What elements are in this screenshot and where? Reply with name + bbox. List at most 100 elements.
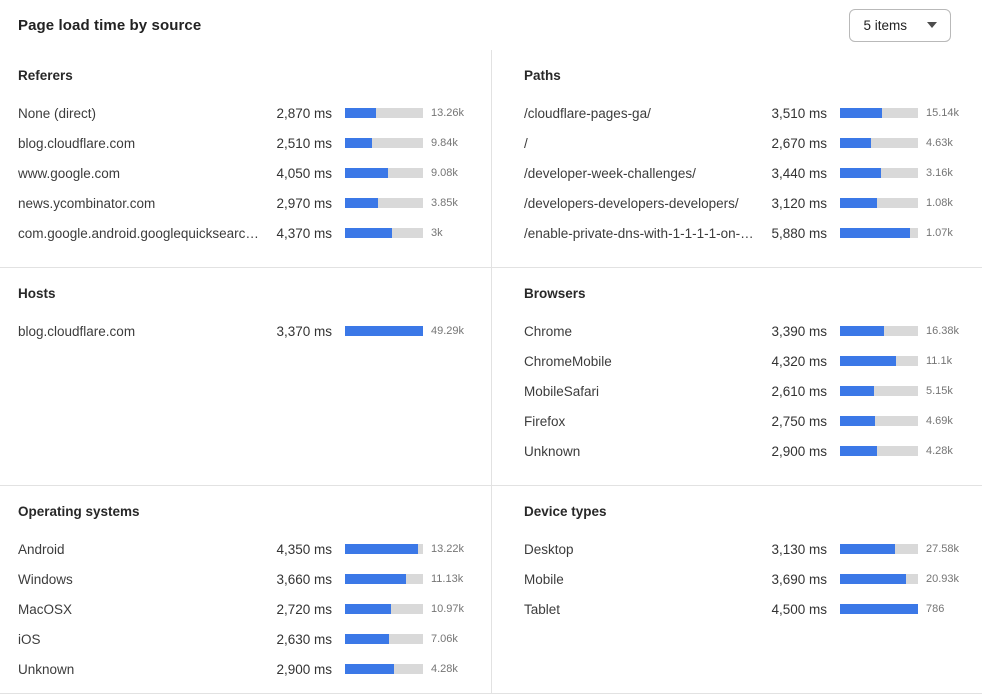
metric-row[interactable]: Mobile 3,690 ms 20.93k: [524, 564, 970, 594]
metric-label: iOS: [18, 631, 41, 647]
metric-bar-track: [840, 138, 918, 148]
metric-value: 3,390 ms: [771, 323, 827, 339]
metric-bar-track: [345, 544, 423, 554]
metric-label: /developers-developers-developers/: [524, 195, 739, 211]
metric-bar-fill: [840, 198, 878, 208]
metric-count: 13.22k: [431, 543, 465, 555]
metric-count: 4.63k: [926, 137, 953, 149]
metric-bar-fill: [840, 386, 874, 396]
panel-title-paths: Paths: [524, 68, 561, 83]
metric-bar-fill: [840, 168, 882, 178]
metric-bar-fill: [840, 604, 918, 614]
metric-row[interactable]: /developer-week-challenges/3,440 ms 3.16k: [524, 158, 970, 188]
metric-row[interactable]: Tablet 4,500 ms 786: [524, 594, 970, 624]
metric-row[interactable]: None (direct) 2,870 ms 13.26k: [18, 98, 475, 128]
panel-hosts: Hosts blog.cloudflare.com 3,370 ms 49.29k: [0, 267, 491, 485]
metric-value: 3,510 ms: [771, 105, 827, 121]
metric-count: 3.16k: [926, 167, 953, 179]
metric-bar-track: [345, 664, 423, 674]
metric-value: 2,900 ms: [276, 661, 332, 677]
metric-label: None (direct): [18, 105, 97, 121]
metric-bar-fill: [840, 326, 885, 336]
metric-row[interactable]: Chrome 3,390 ms 16.38k: [524, 316, 970, 346]
metric-row[interactable]: Desktop 3,130 ms 27.58k: [524, 534, 970, 564]
metric-bar-track: [840, 326, 918, 336]
metric-row[interactable]: blog.cloudflare.com 2,510 ms 9.84k: [18, 128, 475, 158]
metric-row[interactable]: com.google.android.googlequicksearc… 4,37…: [18, 218, 475, 248]
metric-value: 3,660 ms: [276, 571, 332, 587]
panel-title-browsers: Browsers: [524, 286, 586, 301]
metric-bar-fill: [345, 108, 377, 118]
metric-bar-fill: [840, 356, 897, 366]
metric-row[interactable]: / 2,670 ms 4.63k: [524, 128, 970, 158]
metric-value: 2,630 ms: [276, 631, 332, 647]
metric-label: /: [524, 135, 528, 151]
metric-value: 2,610 ms: [771, 383, 827, 399]
metric-row[interactable]: MacOSX 2,720 ms 10.97k: [18, 594, 475, 624]
items-count-dropdown[interactable]: 5 items: [849, 8, 951, 42]
metric-count: 49.29k: [431, 325, 465, 337]
metric-label: MacOSX: [18, 601, 73, 617]
metric-label: MobileSafari: [524, 383, 600, 399]
metric-label: Android: [18, 541, 65, 557]
panel-referers: Referers None (direct) 2,870 ms 13.26k blog.…: [0, 50, 491, 267]
metric-row[interactable]: news.ycombinator.com 2,970 ms 3.85k: [18, 188, 475, 218]
metric-row[interactable]: iOS 2,630 ms 7.06k: [18, 624, 475, 654]
metric-label: Unknown: [524, 443, 581, 459]
metric-bar-track: [345, 634, 423, 644]
metric-count: 4.69k: [926, 415, 953, 427]
metric-bar-track: [345, 168, 423, 178]
metric-bar-track: [840, 108, 918, 118]
metric-bar-fill: [345, 574, 406, 584]
metric-bar-fill: [345, 604, 392, 614]
metric-value: 5,880 ms: [771, 225, 827, 241]
metric-row[interactable]: www.google.com 4,050 ms 9.08k: [18, 158, 475, 188]
metric-count: 9.08k: [431, 167, 458, 179]
metric-bar-fill: [345, 168, 388, 178]
metric-count: 15.14k: [926, 107, 960, 119]
metric-row[interactable]: Android 4,350 ms 13.22k: [18, 534, 475, 564]
metric-bar-track: [840, 168, 918, 178]
metric-row[interactable]: /enable-private-dns-with-1-1-1-1-on-… 5,8…: [524, 218, 970, 248]
chevron-down-icon: [927, 22, 937, 28]
metric-value: 4,500 ms: [771, 601, 827, 617]
metric-label: ChromeMobile: [524, 353, 612, 369]
panel-browsers: Browsers Chrome 3,390 ms 16.38k ChromeMobile…: [491, 267, 982, 485]
metric-row[interactable]: Windows 3,660 ms 11.13k: [18, 564, 475, 594]
metric-label: com.google.android.googlequicksearc…: [18, 225, 259, 241]
metric-value: 2,750 ms: [771, 413, 827, 429]
metric-value: 2,510 ms: [276, 135, 332, 151]
metric-label: Unknown: [18, 661, 75, 677]
metric-bar-fill: [345, 198, 378, 208]
metric-bar-fill: [840, 108, 883, 118]
metric-bar-fill: [345, 326, 423, 336]
metric-row[interactable]: /cloudflare-pages-ga/3,510 ms 15.14k: [524, 98, 970, 128]
metric-count: 13.26k: [431, 107, 465, 119]
metric-value: 3,690 ms: [771, 571, 827, 587]
metric-row[interactable]: Unknown 2,900 ms 4.28k: [18, 654, 475, 684]
panel-title-operating-systems: Operating systems: [18, 504, 140, 519]
metric-row[interactable]: /developers-developers-developers/3,120 …: [524, 188, 970, 218]
metric-row[interactable]: ChromeMobile 4,320 ms 11.1k: [524, 346, 970, 376]
metric-bar-track: [840, 356, 918, 366]
metric-row[interactable]: Unknown 2,900 ms 4.28k: [524, 436, 970, 466]
metric-bar-track: [840, 198, 918, 208]
metric-row[interactable]: blog.cloudflare.com 3,370 ms 49.29k: [18, 316, 475, 346]
metric-label: www.google.com: [18, 165, 121, 181]
metric-count: 3.85k: [431, 197, 458, 209]
metric-label: /cloudflare-pages-ga/: [524, 105, 651, 121]
metric-bar-track: [840, 604, 918, 614]
metric-count: 9.84k: [431, 137, 458, 149]
metric-row[interactable]: MobileSafari 2,610 ms 5.15k: [524, 376, 970, 406]
metric-count: 1.08k: [926, 197, 953, 209]
items-count-dropdown-value: 5 items: [863, 17, 907, 33]
metric-bar-track: [840, 446, 918, 456]
metric-bar-fill: [840, 228, 911, 238]
metric-count: 27.58k: [926, 543, 960, 555]
metric-row[interactable]: Firefox 2,750 ms 4.69k: [524, 406, 970, 436]
metric-bar-fill: [345, 544, 419, 554]
metric-label: Firefox: [524, 413, 566, 429]
metric-value: 2,900 ms: [771, 443, 827, 459]
metric-count: 3k: [431, 227, 443, 239]
metric-label: news.ycombinator.com: [18, 195, 156, 211]
